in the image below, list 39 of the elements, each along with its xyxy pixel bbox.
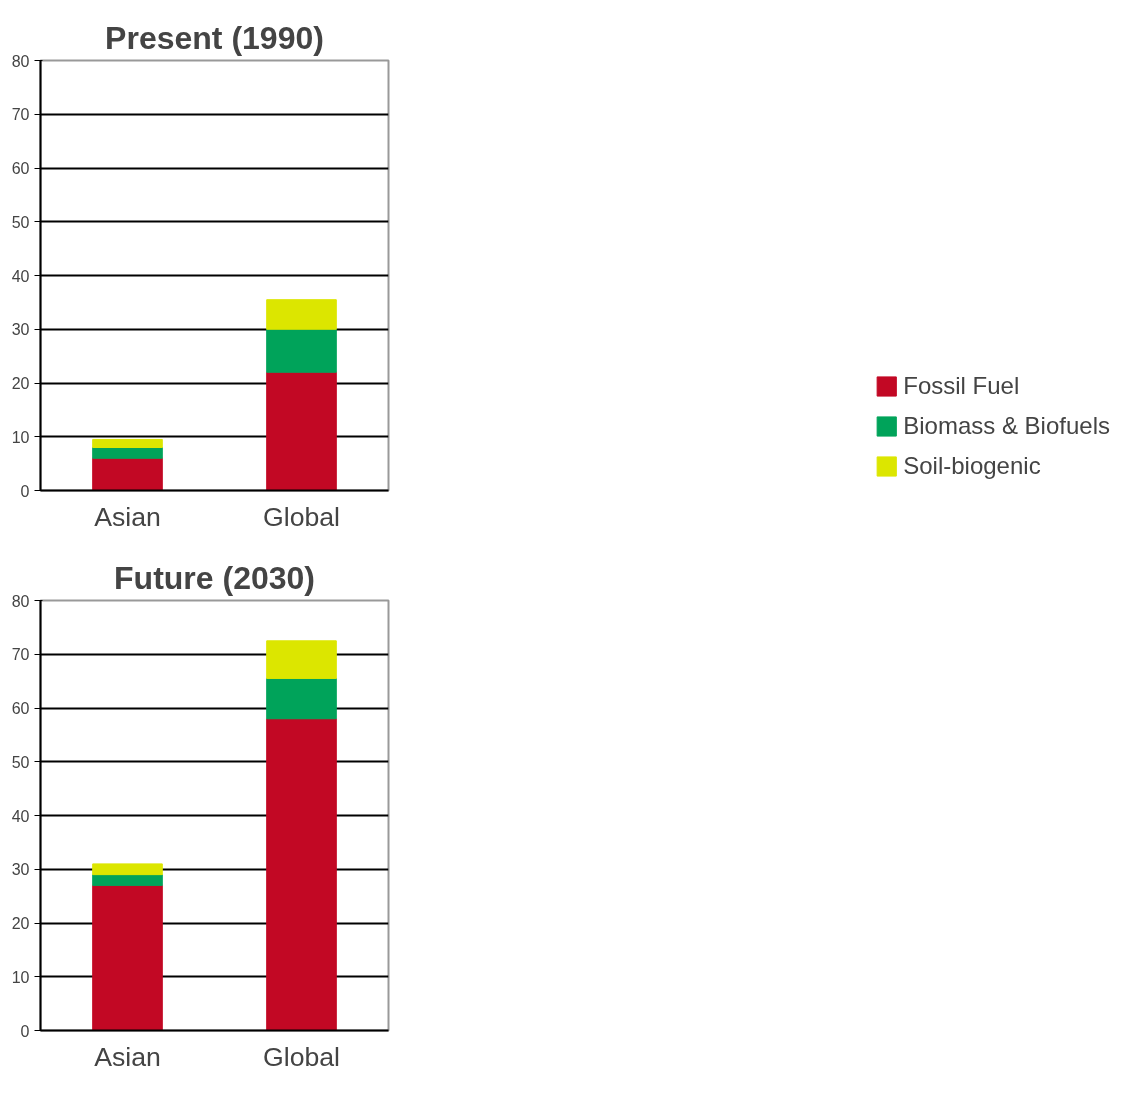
bar bbox=[266, 371, 337, 491]
y-tick-label: 60 bbox=[11, 700, 30, 717]
bar bbox=[266, 718, 337, 1031]
chart-title: Future (2030) bbox=[114, 559, 315, 596]
legend-label: Soil-biogenic bbox=[903, 452, 1041, 480]
y-tick-label: 50 bbox=[11, 213, 30, 231]
legend-label: Fossil Fuel bbox=[903, 372, 1020, 400]
x-tick-label: Asian bbox=[94, 1041, 161, 1072]
bar bbox=[92, 863, 163, 876]
x-tick-label: Global bbox=[262, 1041, 341, 1072]
bar bbox=[92, 884, 163, 1031]
legend-label: Biomass & Biofuels bbox=[903, 412, 1110, 440]
bar bbox=[92, 457, 163, 491]
y-tick-label: 40 bbox=[11, 807, 30, 825]
bar bbox=[266, 299, 337, 330]
y-tick-label: 60 bbox=[11, 160, 30, 177]
y-tick-label: 80 bbox=[11, 52, 30, 70]
bar bbox=[266, 328, 337, 373]
y-tick-label: 0 bbox=[20, 482, 30, 500]
y-tick-label: 10 bbox=[11, 968, 30, 986]
y-tick-label: 30 bbox=[11, 321, 30, 339]
y-tick-label: 50 bbox=[11, 753, 30, 771]
bar bbox=[92, 447, 163, 459]
bar bbox=[92, 438, 163, 448]
y-tick-label: 70 bbox=[11, 646, 30, 664]
y-tick-label: 0 bbox=[20, 1022, 30, 1040]
chart-title: Present (1990) bbox=[105, 19, 324, 56]
x-tick-label: Asian bbox=[94, 501, 161, 532]
y-tick-label: 20 bbox=[11, 375, 30, 392]
bar bbox=[266, 640, 337, 679]
y-tick-label: 30 bbox=[11, 861, 30, 879]
bar bbox=[266, 677, 337, 720]
y-tick-label: 10 bbox=[11, 428, 30, 446]
x-tick-label: Global bbox=[262, 501, 341, 532]
y-tick-label: 80 bbox=[11, 592, 30, 610]
y-tick-label: 20 bbox=[11, 915, 30, 932]
y-tick-label: 40 bbox=[11, 267, 30, 285]
y-tick-label: 70 bbox=[11, 106, 30, 124]
bar bbox=[92, 874, 163, 886]
